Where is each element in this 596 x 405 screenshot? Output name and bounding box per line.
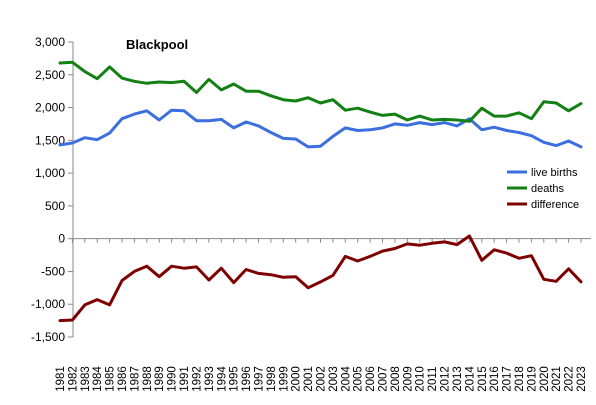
y-tick-label: -1,000 bbox=[31, 297, 65, 311]
x-tick-label: 2001 bbox=[303, 366, 315, 392]
x-tick-label: 1997 bbox=[253, 366, 265, 392]
x-tick-label: 2006 bbox=[365, 366, 377, 392]
legend: live births deaths difference bbox=[507, 167, 579, 211]
series-line-live-births bbox=[58, 108, 583, 149]
x-tick-label: 1991 bbox=[179, 366, 191, 392]
x-tick-label: 2008 bbox=[390, 366, 402, 392]
x-tick-label: 2022 bbox=[564, 366, 576, 392]
y-tick-label: -1,500 bbox=[31, 330, 65, 344]
y-tick-label: 500 bbox=[45, 199, 65, 213]
y-tick-label: -500 bbox=[41, 264, 65, 278]
x-tick-label: 1986 bbox=[117, 366, 129, 392]
legend-label: deaths bbox=[531, 183, 565, 195]
x-tick-label: 2012 bbox=[440, 366, 452, 392]
legend-label: difference bbox=[531, 199, 579, 211]
chart-title: Blackpool bbox=[126, 37, 188, 52]
x-tick-label: 1981 bbox=[55, 366, 67, 392]
y-axis-ticks: 3,000 2,500 2,000 1,500 1,000 500 0 -500 -1,000 -… bbox=[31, 35, 73, 344]
x-tick-label: 2002 bbox=[316, 366, 328, 392]
x-tick-label: 1992 bbox=[191, 366, 203, 392]
x-tick-label: 2013 bbox=[452, 366, 464, 392]
x-tick-label: 2020 bbox=[539, 366, 551, 392]
x-tick-label: 2017 bbox=[502, 366, 514, 392]
series-lines bbox=[58, 60, 583, 323]
x-axis-ticks: 1981 1982 1983 1984 1985 1986 1987 1988 1989 1990… bbox=[55, 238, 588, 392]
x-tick-label: 1988 bbox=[142, 366, 154, 392]
x-tick-label: 2021 bbox=[551, 366, 563, 392]
x-tick-label: 1999 bbox=[278, 366, 290, 392]
series-line-deaths bbox=[58, 60, 583, 123]
x-tick-label: 1982 bbox=[67, 366, 79, 392]
y-tick-label: 1,000 bbox=[35, 166, 65, 180]
x-tick-label: 1984 bbox=[92, 366, 104, 392]
x-tick-label: 2014 bbox=[464, 366, 476, 392]
x-tick-label: 1996 bbox=[241, 366, 253, 392]
x-tick-label: 2019 bbox=[526, 366, 538, 392]
x-tick-label: 2004 bbox=[340, 366, 352, 392]
x-tick-label: 1990 bbox=[167, 366, 179, 392]
y-tick-label: 1,500 bbox=[35, 133, 65, 147]
x-tick-label: 1998 bbox=[266, 366, 278, 392]
x-tick-label: 2005 bbox=[353, 366, 365, 392]
legend-label: live births bbox=[531, 167, 578, 179]
x-tick-label: 2011 bbox=[427, 367, 439, 392]
y-tick-label: 2,500 bbox=[35, 68, 65, 82]
x-tick-label: 1995 bbox=[229, 366, 241, 392]
x-tick-label: 2007 bbox=[378, 366, 390, 392]
x-tick-label: 2003 bbox=[328, 366, 340, 392]
y-tick-label: 0 bbox=[58, 232, 65, 246]
y-tick-label: 2,000 bbox=[35, 101, 65, 115]
x-tick-label: 1994 bbox=[216, 366, 228, 392]
series-line-difference bbox=[58, 234, 583, 323]
x-tick-label: 1987 bbox=[129, 366, 141, 392]
x-tick-label: 2009 bbox=[402, 366, 414, 392]
x-tick-label: 1989 bbox=[154, 366, 166, 392]
x-tick-label: 2010 bbox=[415, 366, 427, 392]
x-tick-label: 2016 bbox=[489, 366, 501, 392]
x-tick-label: 2023 bbox=[576, 366, 588, 392]
x-tick-label: 2000 bbox=[291, 366, 303, 392]
x-tick-label: 1985 bbox=[105, 366, 117, 392]
x-tick-label: 1993 bbox=[204, 366, 216, 392]
x-tick-label: 1983 bbox=[80, 366, 92, 392]
x-tick-label: 2018 bbox=[514, 366, 526, 392]
x-tick-label: 2015 bbox=[477, 366, 489, 392]
y-tick-label: 3,000 bbox=[35, 35, 65, 49]
